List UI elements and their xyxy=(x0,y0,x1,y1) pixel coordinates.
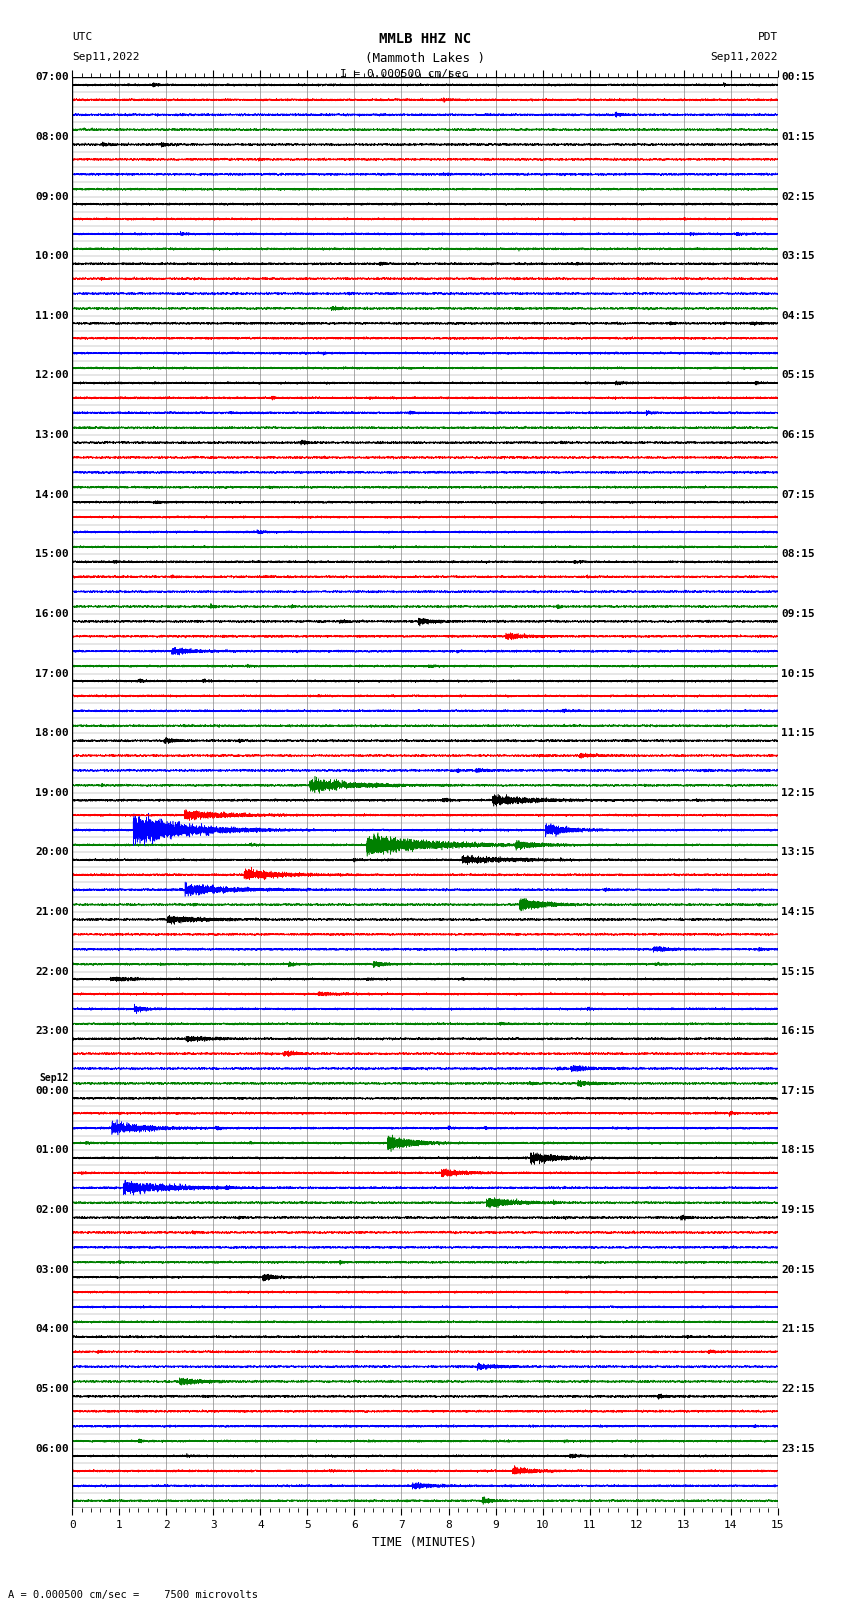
Text: 03:15: 03:15 xyxy=(781,252,815,261)
Text: 12:00: 12:00 xyxy=(35,371,69,381)
Text: Sep11,2022: Sep11,2022 xyxy=(72,52,139,61)
Text: 04:15: 04:15 xyxy=(781,311,815,321)
Text: 07:00: 07:00 xyxy=(35,73,69,82)
Text: 22:00: 22:00 xyxy=(35,966,69,976)
Text: 02:15: 02:15 xyxy=(781,192,815,202)
Text: 22:15: 22:15 xyxy=(781,1384,815,1394)
Text: 09:00: 09:00 xyxy=(35,192,69,202)
Text: PDT: PDT xyxy=(757,32,778,42)
Text: 06:00: 06:00 xyxy=(35,1444,69,1453)
Text: 23:00: 23:00 xyxy=(35,1026,69,1036)
Text: 20:15: 20:15 xyxy=(781,1265,815,1274)
Text: 10:15: 10:15 xyxy=(781,668,815,679)
Text: 13:00: 13:00 xyxy=(35,431,69,440)
Text: (Mammoth Lakes ): (Mammoth Lakes ) xyxy=(365,52,485,65)
Text: 17:15: 17:15 xyxy=(781,1086,815,1095)
Text: 07:15: 07:15 xyxy=(781,490,815,500)
Text: 12:15: 12:15 xyxy=(781,787,815,798)
Text: 08:15: 08:15 xyxy=(781,550,815,560)
Text: 05:15: 05:15 xyxy=(781,371,815,381)
Text: 21:00: 21:00 xyxy=(35,907,69,918)
Text: Sep11,2022: Sep11,2022 xyxy=(711,52,778,61)
Text: 23:15: 23:15 xyxy=(781,1444,815,1453)
Text: 02:00: 02:00 xyxy=(35,1205,69,1215)
Text: 03:00: 03:00 xyxy=(35,1265,69,1274)
Text: 01:00: 01:00 xyxy=(35,1145,69,1155)
Text: 00:00: 00:00 xyxy=(35,1086,69,1095)
Text: 05:00: 05:00 xyxy=(35,1384,69,1394)
Text: I = 0.000500 cm/sec: I = 0.000500 cm/sec xyxy=(340,69,468,79)
Text: 16:15: 16:15 xyxy=(781,1026,815,1036)
X-axis label: TIME (MINUTES): TIME (MINUTES) xyxy=(372,1536,478,1548)
Text: 06:15: 06:15 xyxy=(781,431,815,440)
Text: UTC: UTC xyxy=(72,32,93,42)
Text: 14:15: 14:15 xyxy=(781,907,815,918)
Text: A = 0.000500 cm/sec =    7500 microvolts: A = 0.000500 cm/sec = 7500 microvolts xyxy=(8,1590,258,1600)
Text: MMLB HHZ NC: MMLB HHZ NC xyxy=(379,32,471,47)
Text: 11:15: 11:15 xyxy=(781,727,815,739)
Text: 15:15: 15:15 xyxy=(781,966,815,976)
Text: 17:00: 17:00 xyxy=(35,668,69,679)
Text: 20:00: 20:00 xyxy=(35,847,69,858)
Text: 18:15: 18:15 xyxy=(781,1145,815,1155)
Text: 14:00: 14:00 xyxy=(35,490,69,500)
Text: 08:00: 08:00 xyxy=(35,132,69,142)
Text: 16:00: 16:00 xyxy=(35,610,69,619)
Text: 10:00: 10:00 xyxy=(35,252,69,261)
Text: 19:15: 19:15 xyxy=(781,1205,815,1215)
Text: Sep12: Sep12 xyxy=(39,1073,69,1084)
Text: 01:15: 01:15 xyxy=(781,132,815,142)
Text: 13:15: 13:15 xyxy=(781,847,815,858)
Text: 18:00: 18:00 xyxy=(35,727,69,739)
Text: 00:15: 00:15 xyxy=(781,73,815,82)
Text: 19:00: 19:00 xyxy=(35,787,69,798)
Text: 15:00: 15:00 xyxy=(35,550,69,560)
Text: 09:15: 09:15 xyxy=(781,610,815,619)
Text: 21:15: 21:15 xyxy=(781,1324,815,1334)
Text: 04:00: 04:00 xyxy=(35,1324,69,1334)
Text: 11:00: 11:00 xyxy=(35,311,69,321)
